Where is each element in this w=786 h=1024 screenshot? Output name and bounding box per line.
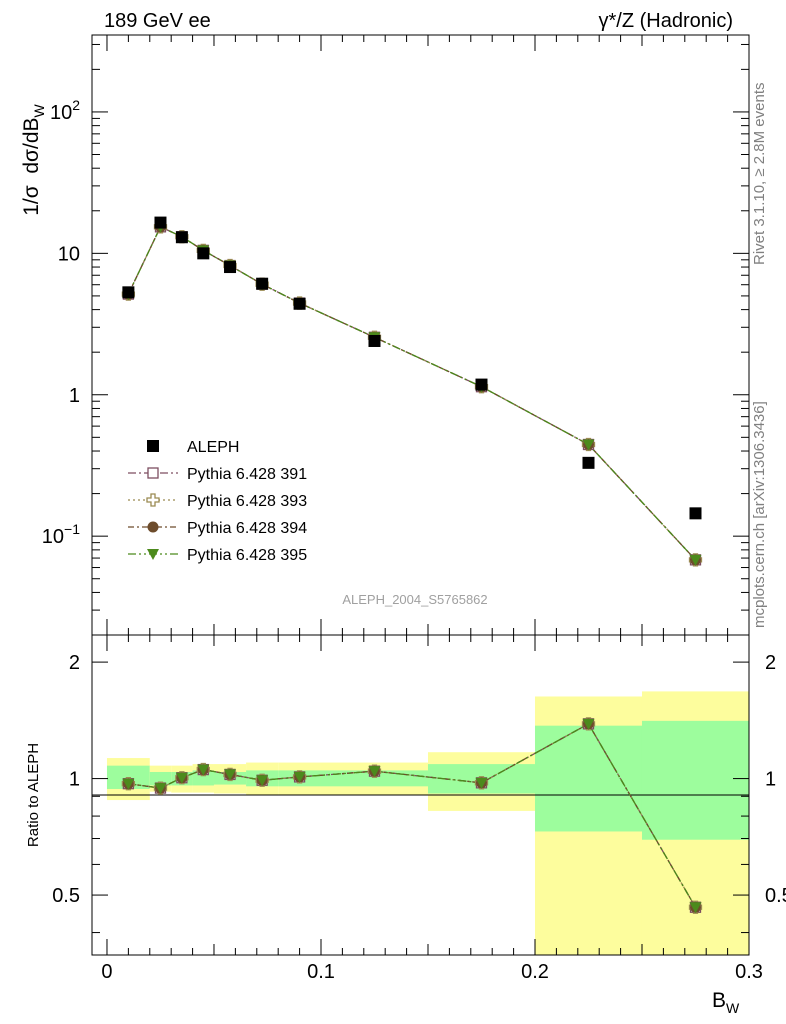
data-point [224, 261, 237, 274]
data-point [689, 507, 702, 520]
ratio-uncertainty-bands [106, 691, 749, 955]
data-point [256, 775, 269, 787]
ratio-y-tick-label: 0.5 [52, 885, 80, 907]
x-tick-label: 0 [101, 961, 112, 983]
data-point [582, 439, 595, 451]
x-tick-label: 0.1 [307, 961, 335, 983]
data-point [175, 772, 188, 784]
data-point [475, 777, 488, 789]
data-point [197, 247, 210, 260]
inner-band-bin [149, 771, 172, 786]
ratio-y-tick-label: 1 [69, 769, 80, 791]
main-y-axis-title: 1/σ dσ/dBW [20, 103, 47, 215]
data-point [293, 771, 306, 783]
data-point [689, 554, 702, 566]
data-point [256, 277, 269, 290]
main-panel-frame [91, 34, 750, 636]
data-point [175, 231, 188, 244]
data-point [582, 456, 595, 469]
inner-band-bin [534, 725, 642, 832]
ratio-y-tick-label-right: 0.5 [765, 885, 786, 907]
ratio-axis-ticks [92, 635, 750, 955]
data-point [293, 297, 306, 310]
data-point [147, 467, 159, 479]
data-point [224, 769, 237, 781]
x-tick-label: 0.3 [735, 961, 763, 983]
data-point [154, 783, 167, 795]
data-point [368, 334, 381, 347]
svg-text:1/σ dσ/dBW: 1/σ dσ/dBW [20, 103, 47, 215]
data-point [475, 378, 488, 391]
data-point [147, 521, 159, 533]
ratio-y-tick-label: 2 [69, 652, 80, 674]
y-tick-label: 10−1 [42, 521, 80, 548]
legend-label: Pythia 6.428 393 [187, 493, 307, 510]
y-tick-label: 1 [69, 385, 80, 407]
main-axis-ticks [92, 35, 750, 636]
data-point [147, 440, 159, 452]
rivet-label: Rivet 3.1.10, ≥ 2.8M events [751, 83, 768, 266]
main-series-layer [121, 216, 703, 567]
tick-labels: 10−1 1 10 102 0.5 0.5 1 1 2 2 0 0.1 0.2 0.3 [42, 97, 786, 983]
legend-label: Pythia 6.428 395 [187, 547, 307, 564]
data-point [146, 493, 160, 507]
data-point [154, 216, 167, 229]
left-title: 189 GeV ee [104, 10, 211, 32]
legend-label: Pythia 6.428 394 [187, 520, 307, 537]
data-point [122, 778, 135, 790]
data-point [689, 902, 702, 914]
right-title: γ*/Z (Hadronic) [599, 10, 733, 32]
legend-label: ALEPH [187, 439, 239, 456]
data-point [122, 286, 135, 299]
ratio-series-layer [121, 717, 703, 914]
legend: ALEPH Pythia 6.428 391 Pythia 6.428 393 Pyt… [128, 439, 307, 564]
y-tick-label: 10 [58, 243, 80, 265]
analysis-label: ALEPH_2004_S5765862 [342, 592, 487, 607]
data-point [582, 718, 595, 730]
x-axis-title: BW [712, 989, 740, 1016]
data-point [147, 549, 159, 560]
mcplots-label: mcplots.cern.ch [arXiv:1306.3436] [751, 401, 768, 628]
legend-label: Pythia 6.428 391 [187, 466, 307, 483]
x-tick-label: 0.2 [521, 961, 549, 983]
data-point [197, 764, 210, 776]
ratio-y-tick-label-right: 2 [765, 652, 776, 674]
data-point [368, 766, 381, 778]
inner-band-bin [641, 720, 749, 840]
ratio-y-tick-label-right: 1 [765, 769, 776, 791]
ratio-y-axis-title: Ratio to ALEPH [25, 743, 42, 847]
y-tick-label: 102 [50, 97, 80, 124]
